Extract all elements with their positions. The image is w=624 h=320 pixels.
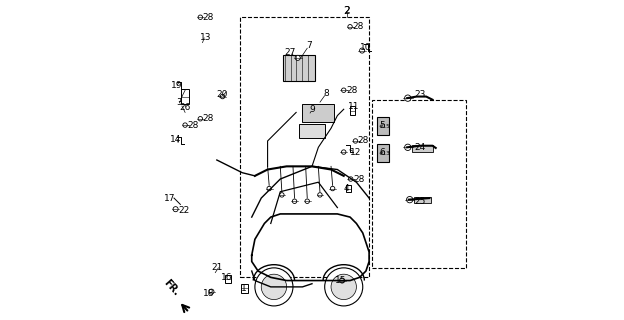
Text: 27: 27 (284, 48, 296, 57)
Text: 23: 23 (414, 91, 426, 100)
Circle shape (341, 88, 346, 92)
Bar (414, 197, 431, 203)
Text: 12: 12 (350, 148, 361, 156)
Circle shape (198, 116, 203, 121)
Bar (377, 117, 389, 135)
Circle shape (348, 177, 353, 181)
Circle shape (331, 274, 356, 300)
Circle shape (183, 123, 187, 127)
Text: 18: 18 (203, 289, 215, 298)
Circle shape (209, 289, 214, 294)
Text: 9: 9 (309, 105, 315, 114)
Text: 19: 19 (170, 81, 182, 90)
Text: 26: 26 (180, 103, 191, 112)
Circle shape (404, 95, 411, 101)
Circle shape (353, 139, 358, 143)
Text: 28: 28 (203, 13, 214, 22)
Text: 4: 4 (343, 184, 349, 193)
Bar (240, 17, 369, 277)
Bar (225, 275, 231, 283)
Text: 28: 28 (353, 22, 364, 31)
Text: 11: 11 (348, 101, 359, 111)
Text: 21: 21 (211, 263, 223, 272)
Text: #13: #13 (378, 151, 390, 156)
Bar (181, 89, 189, 104)
Text: 28: 28 (353, 174, 364, 184)
Circle shape (305, 199, 310, 204)
Text: 13: 13 (200, 33, 212, 42)
Text: 14: 14 (170, 135, 182, 144)
Circle shape (339, 278, 344, 283)
Text: 25: 25 (414, 197, 426, 206)
Bar (377, 144, 389, 162)
Text: 2: 2 (344, 6, 349, 15)
Bar (412, 145, 432, 152)
Circle shape (255, 268, 293, 306)
Circle shape (404, 144, 411, 150)
Circle shape (359, 48, 364, 53)
Text: 17: 17 (164, 194, 175, 203)
Text: 7: 7 (306, 41, 312, 50)
Circle shape (198, 15, 203, 20)
Text: 2: 2 (344, 6, 350, 16)
Text: 10: 10 (360, 43, 372, 52)
Text: 22: 22 (178, 206, 189, 215)
Text: 8: 8 (323, 89, 329, 98)
Text: 28: 28 (187, 121, 198, 130)
Bar (349, 106, 356, 115)
Text: 28: 28 (203, 114, 214, 123)
Circle shape (173, 207, 178, 212)
Text: 1: 1 (241, 284, 246, 293)
Circle shape (267, 186, 271, 191)
Circle shape (330, 186, 335, 191)
Circle shape (324, 268, 363, 306)
Text: 20: 20 (216, 91, 227, 100)
Text: 5: 5 (379, 121, 384, 130)
Text: 16: 16 (221, 273, 232, 282)
Bar (241, 284, 248, 293)
Circle shape (341, 150, 346, 154)
Circle shape (292, 199, 297, 204)
Text: #15: #15 (378, 124, 390, 129)
Text: 28: 28 (358, 136, 369, 146)
Bar (346, 185, 351, 192)
Text: 24: 24 (414, 143, 426, 152)
Text: 28: 28 (346, 86, 358, 95)
Bar (373, 100, 466, 268)
Circle shape (295, 55, 300, 60)
Text: 15: 15 (335, 276, 346, 285)
Circle shape (220, 94, 225, 99)
Bar (300, 124, 324, 138)
Circle shape (318, 193, 322, 197)
Bar (283, 55, 315, 81)
Circle shape (406, 196, 413, 203)
Text: 3: 3 (176, 99, 182, 108)
Circle shape (261, 274, 286, 300)
Circle shape (348, 25, 353, 29)
Text: 6: 6 (379, 148, 384, 156)
Text: FR.: FR. (162, 278, 182, 298)
Circle shape (280, 193, 284, 197)
Bar (303, 105, 334, 122)
